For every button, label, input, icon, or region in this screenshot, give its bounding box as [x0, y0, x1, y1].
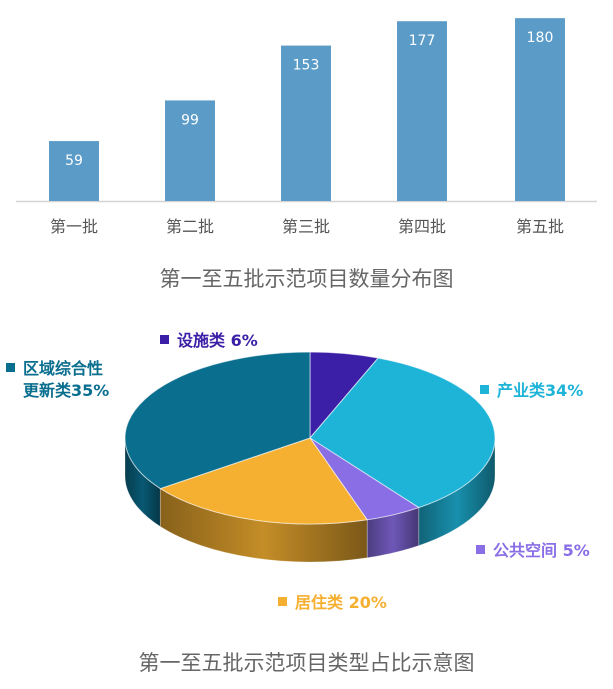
legend-swatch — [476, 545, 485, 554]
bar-chart-caption: 第一至五批示范项目数量分布图 — [159, 267, 454, 291]
pie-slice — [124, 351, 311, 490]
legend-regional-renewal: 区域综合性 更新类35% — [6, 358, 109, 402]
bar-chart: 59 第一批 99 第二批 153 第三批 177 第四批 180 第五批 — [16, 18, 597, 236]
legend-label: 区域综合性 — [23, 359, 104, 378]
legend-residential: 居住类 20% — [278, 592, 387, 614]
bar-value-label: 59 — [65, 153, 83, 169]
legend-facilities: 设施类 6% — [160, 330, 258, 352]
legend-industry: 产业类34% — [480, 380, 583, 402]
bar — [281, 45, 331, 201]
legend-public-space: 公共空间 5% — [476, 540, 590, 562]
legend-label: 居住类 20% — [295, 593, 387, 612]
pie-chart-caption: 第一至五批示范项目类型占比示意图 — [138, 651, 475, 675]
legend-label: 产业类34% — [497, 381, 584, 400]
bar — [49, 141, 99, 201]
legend-swatch — [160, 335, 169, 344]
legend-line-2: 更新类35% — [6, 380, 109, 402]
bar — [397, 21, 447, 202]
legend-label: 公共空间 5% — [493, 541, 590, 560]
x-tick-label: 第五批 — [516, 217, 564, 236]
legend-line-1: 区域综合性 — [6, 358, 109, 380]
legend-label: 设施类 6% — [177, 331, 258, 350]
pie-slice — [159, 437, 369, 525]
x-tick-label: 第一批 — [50, 217, 98, 236]
pie-chart — [124, 351, 496, 563]
legend-swatch — [6, 363, 15, 372]
bar-value-label: 177 — [409, 33, 436, 49]
x-tick-label: 第三批 — [282, 217, 330, 236]
bar-value-label: 180 — [527, 30, 554, 46]
legend-swatch — [278, 597, 287, 606]
legend-label: 更新类35% — [23, 381, 110, 400]
bar — [515, 18, 565, 201]
pie-slice — [309, 357, 496, 509]
x-tick-label: 第四批 — [398, 217, 446, 236]
legend-swatch — [480, 385, 489, 394]
bar — [165, 100, 215, 201]
bar-value-label: 153 — [293, 58, 320, 74]
x-tick-label: 第二批 — [166, 217, 214, 236]
bar-value-label: 99 — [181, 112, 199, 128]
